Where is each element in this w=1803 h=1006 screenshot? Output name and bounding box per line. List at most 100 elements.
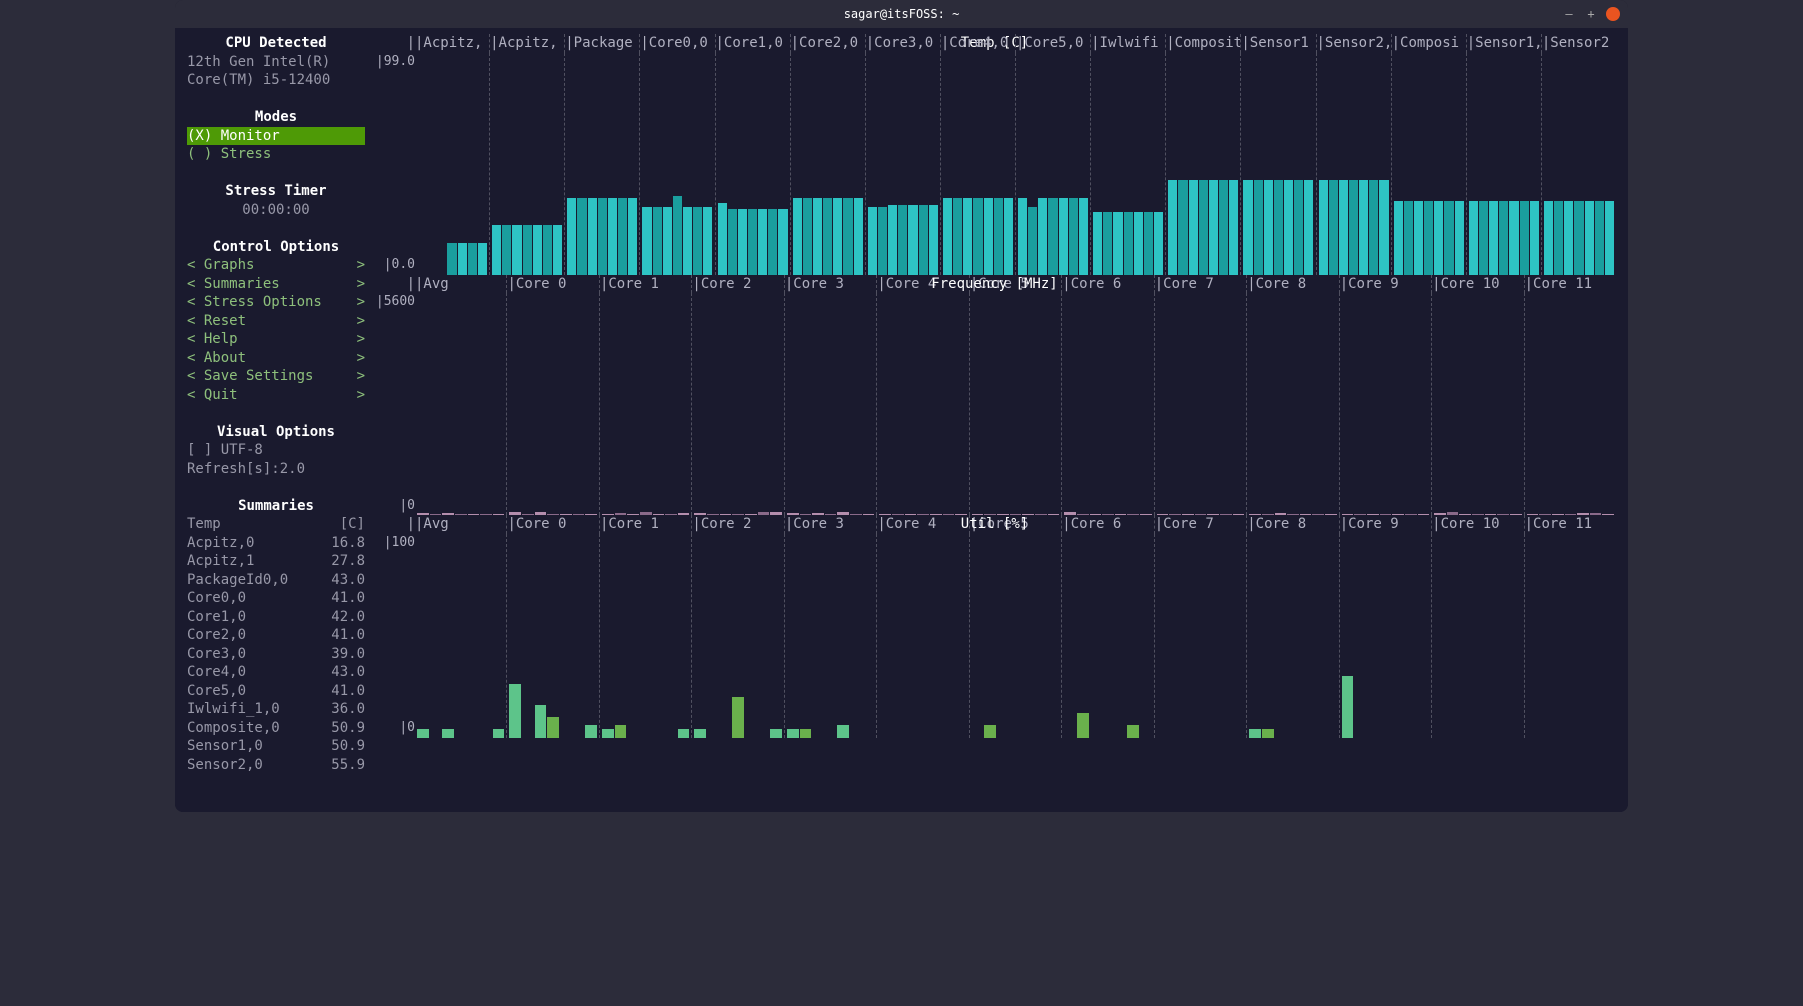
- bar-group: [969, 534, 1061, 738]
- bar-group: [1015, 53, 1090, 275]
- chart-bar: [803, 198, 812, 274]
- chart-column-header: |Core5,0: [1015, 34, 1090, 53]
- summary-row: Composite,050.9: [187, 719, 365, 738]
- bar-group: [415, 534, 506, 738]
- bar-group: [1466, 53, 1541, 275]
- chart-bar: [1127, 725, 1139, 737]
- minimize-button[interactable]: —: [1562, 7, 1576, 21]
- summary-row: Core4,043.0: [187, 663, 365, 682]
- control-option[interactable]: < Summaries>: [187, 275, 365, 294]
- chart-bar: [1479, 201, 1488, 275]
- chart-bar: [919, 205, 928, 275]
- chart-bar: [1209, 180, 1218, 274]
- bar-group: [1061, 534, 1153, 738]
- chart-bar: [1339, 180, 1348, 274]
- chart-bar: [1077, 713, 1089, 737]
- bar-group: [1524, 534, 1616, 738]
- summaries-list: Acpitz,016.8Acpitz,127.8PackageId0,043.0…: [187, 534, 365, 775]
- bar-group: [784, 534, 876, 738]
- temp-axis-top: 99.0: [384, 54, 415, 69]
- chart-column-header: |Sensor2,: [1316, 34, 1391, 53]
- control-option[interactable]: < Graphs>: [187, 256, 365, 275]
- chart-bar: [1359, 180, 1368, 274]
- chart-bar: [502, 225, 511, 274]
- chart-bar: [800, 729, 812, 737]
- chart-bar: [1455, 201, 1464, 275]
- control-option[interactable]: < Reset>: [187, 312, 365, 331]
- chart-column-header: |Acpitz,: [415, 34, 489, 53]
- chart-bar: [703, 207, 712, 274]
- chart-bar: [1219, 180, 1228, 274]
- chart-bar: [843, 198, 852, 274]
- chart-bar: [615, 725, 627, 737]
- terminal-body: CPU Detected 12th Gen Intel(R) Core(TM) …: [175, 28, 1628, 812]
- bar-group: [790, 53, 865, 275]
- bar-group: [1090, 53, 1165, 275]
- chart-bar: [1595, 201, 1604, 275]
- summary-row: PackageId0,043.0: [187, 571, 365, 590]
- chart-bar: [577, 198, 586, 274]
- mode-stress[interactable]: ( ) Stress: [187, 145, 365, 164]
- chart-bar: [768, 209, 777, 274]
- cpu-line2: Core(TM) i5-12400: [187, 71, 365, 90]
- chart-bar: [973, 198, 982, 274]
- bar-group: [1391, 53, 1466, 275]
- control-option[interactable]: < Quit>: [187, 386, 365, 405]
- chart-bar: [602, 729, 614, 737]
- chart-bar: [1264, 180, 1273, 274]
- chart-bar: [1154, 212, 1163, 275]
- bar-group: [415, 293, 506, 515]
- bar-group: [1154, 534, 1246, 738]
- chart-bar: [442, 729, 454, 737]
- control-option[interactable]: < About>: [187, 349, 365, 368]
- chart-column-header: |Sensor1,: [1466, 34, 1541, 53]
- visual-options-title: Visual Options: [187, 423, 365, 442]
- bar-group: [940, 53, 1015, 275]
- sidebar: CPU Detected 12th Gen Intel(R) Core(TM) …: [187, 34, 365, 806]
- control-option[interactable]: < Stress Options>: [187, 293, 365, 312]
- control-option[interactable]: < Help>: [187, 330, 365, 349]
- utf8-toggle[interactable]: [ ] UTF-8: [187, 441, 365, 460]
- close-button[interactable]: [1606, 7, 1620, 21]
- chart-bar: [694, 729, 706, 737]
- chart-bar: [1038, 198, 1047, 274]
- maximize-button[interactable]: +: [1584, 7, 1598, 21]
- chart-column-header: |Sensor1: [1240, 34, 1315, 53]
- chart-bar: [1199, 180, 1208, 274]
- summary-row: Core1,042.0: [187, 608, 365, 627]
- chart-bar: [718, 203, 727, 275]
- chart-bar: [1284, 180, 1293, 274]
- chart-bar: [1304, 180, 1313, 274]
- chart-bar: [1048, 198, 1057, 274]
- chart-bar: [1489, 201, 1498, 275]
- bar-group: [784, 293, 876, 515]
- chart-bar: [823, 198, 832, 274]
- chart-column-header: |Iwlwifi: [1090, 34, 1165, 53]
- chart-bar: [663, 207, 672, 274]
- chart-bar: [512, 225, 521, 274]
- chart-bar: [523, 225, 532, 274]
- chart-bar: [728, 209, 737, 274]
- chart-bar: [1274, 180, 1283, 274]
- bar-group: [691, 534, 783, 738]
- bar-group: [599, 293, 691, 515]
- bar-group: [1240, 53, 1315, 275]
- chart-bar: [1134, 212, 1143, 275]
- chart-bar: [994, 198, 1003, 274]
- chart-bar: [628, 198, 637, 274]
- freq-chart-title: Frequency [MHz]: [373, 275, 1616, 294]
- chart-bar: [1530, 201, 1539, 275]
- chart-bar: [953, 198, 962, 274]
- chart-bar: [447, 243, 456, 274]
- chart-bar: [1249, 729, 1261, 737]
- chart-column-header: |Package: [564, 34, 639, 53]
- chart-bar: [1168, 180, 1177, 274]
- util-axis-bot: 0: [407, 720, 415, 735]
- mode-monitor[interactable]: (X) Monitor: [187, 127, 365, 146]
- chart-bar: [618, 198, 627, 274]
- freq-axis-top: 5600: [384, 294, 415, 309]
- control-option[interactable]: < Save Settings>: [187, 367, 365, 386]
- chart-bar: [509, 684, 521, 737]
- bar-group: [876, 293, 968, 515]
- chart-bar: [778, 209, 787, 274]
